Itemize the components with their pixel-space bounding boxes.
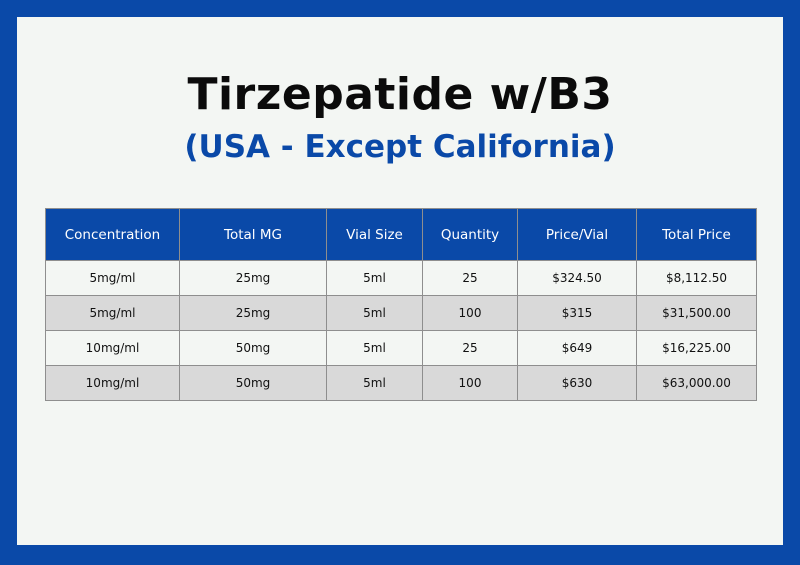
- table-row: 10mg/ml 50mg 5ml 25 $649 $16,225.00: [45, 330, 757, 366]
- table-row: 5mg/ml 25mg 5ml 25 $324.50 $8,112.50: [45, 260, 757, 296]
- cell-quantity: 25: [422, 330, 518, 366]
- cell-quantity: 25: [422, 260, 518, 296]
- cell-total-mg: 25mg: [179, 295, 327, 331]
- cell-concentration: 5mg/ml: [45, 295, 180, 331]
- column-header-quantity: Quantity: [422, 208, 518, 261]
- page-subtitle: (USA - Except California): [184, 129, 616, 165]
- cell-price-per-vial: $315: [517, 295, 637, 331]
- table-row: 5mg/ml 25mg 5ml 100 $315 $31,500.00: [45, 295, 757, 331]
- page-title: Tirzepatide w/B3: [187, 69, 613, 120]
- cell-vial-size: 5ml: [326, 330, 423, 366]
- table-header-row: Concentration Total MG Vial Size Quantit…: [45, 208, 757, 261]
- cell-total-price: $16,225.00: [636, 330, 757, 366]
- cell-quantity: 100: [422, 295, 518, 331]
- cell-vial-size: 5ml: [326, 295, 423, 331]
- cell-concentration: 10mg/ml: [45, 365, 180, 401]
- cell-price-per-vial: $324.50: [517, 260, 637, 296]
- column-header-total-price: Total Price: [636, 208, 757, 261]
- cell-total-price: $8,112.50: [636, 260, 757, 296]
- content-panel: Tirzepatide w/B3 (USA - Except Californi…: [17, 17, 783, 545]
- price-table: Concentration Total MG Vial Size Quantit…: [45, 208, 757, 401]
- column-header-concentration: Concentration: [45, 208, 180, 261]
- cell-total-mg: 25mg: [179, 260, 327, 296]
- cell-vial-size: 5ml: [326, 365, 423, 401]
- cell-concentration: 10mg/ml: [45, 330, 180, 366]
- column-header-vial-size: Vial Size: [326, 208, 423, 261]
- cell-total-price: $63,000.00: [636, 365, 757, 401]
- table-row: 10mg/ml 50mg 5ml 100 $630 $63,000.00: [45, 365, 757, 401]
- cell-total-mg: 50mg: [179, 330, 327, 366]
- cell-concentration: 5mg/ml: [45, 260, 180, 296]
- cell-total-price: $31,500.00: [636, 295, 757, 331]
- column-header-price-per-vial: Price/Vial: [517, 208, 637, 261]
- cell-vial-size: 5ml: [326, 260, 423, 296]
- cell-total-mg: 50mg: [179, 365, 327, 401]
- cell-price-per-vial: $649: [517, 330, 637, 366]
- column-header-total-mg: Total MG: [179, 208, 327, 261]
- cell-quantity: 100: [422, 365, 518, 401]
- cell-price-per-vial: $630: [517, 365, 637, 401]
